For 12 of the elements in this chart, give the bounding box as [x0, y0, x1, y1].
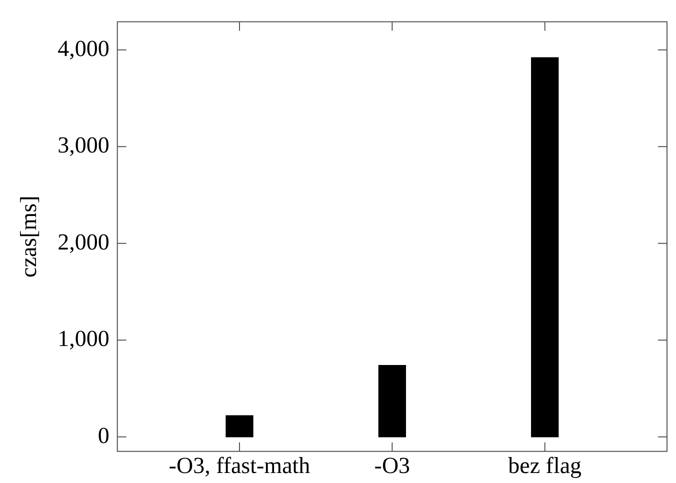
bar: [531, 57, 559, 438]
x-tick-label: bez flag: [508, 453, 582, 478]
y-tick-label: 3,000: [58, 132, 110, 158]
bar: [226, 415, 254, 438]
y-tick-label: 2,000: [58, 229, 110, 254]
bar: [378, 364, 406, 438]
x-tick-label: -O3: [374, 453, 410, 478]
y-tick-label: 4,000: [58, 36, 110, 61]
y-tick-label: 0: [98, 422, 110, 448]
y-axis-title: czas[ms]: [16, 196, 41, 278]
x-tick-label: -O3, ffast-math: [168, 453, 311, 478]
y-tick-label: 1,000: [58, 326, 110, 352]
